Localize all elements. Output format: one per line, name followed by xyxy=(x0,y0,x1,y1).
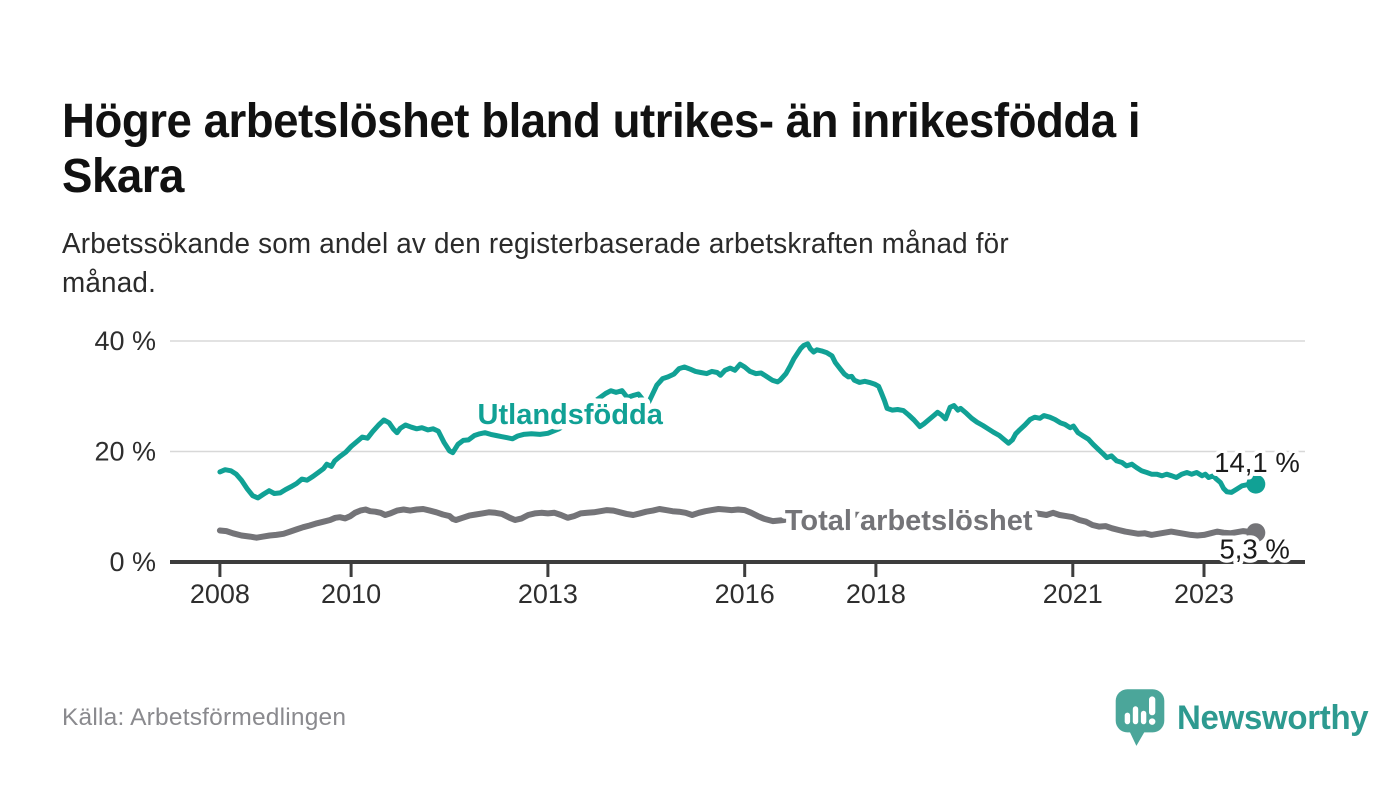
page-subtitle: Arbetssökande som andel av den registerb… xyxy=(62,228,1009,299)
x-tick-label: 2023 xyxy=(1174,579,1234,609)
source-text: Källa: Arbetsförmedlingen xyxy=(62,704,347,731)
series-end-value-1: 5,3 % xyxy=(1219,534,1289,565)
x-tick-label: 2018 xyxy=(846,579,906,609)
series-end-dot-1 xyxy=(1246,523,1266,543)
x-tick-label: 2010 xyxy=(321,579,381,609)
newsworthy-logo: Newsworthy xyxy=(1113,686,1374,750)
page-title: Högre arbetslöshet bland utrikes- än inr… xyxy=(62,95,1141,204)
x-tick-label: 2008 xyxy=(190,579,250,609)
y-tick-label: 40 % xyxy=(94,326,156,356)
newsworthy-wordmark: Newsworthy xyxy=(1177,698,1369,737)
series-end-dot-0 xyxy=(1246,474,1266,494)
series-line-0 xyxy=(217,341,1259,501)
series-label-1: Total arbetslöshet xyxy=(785,505,1033,537)
series-label-0: Utlandsfödda xyxy=(478,399,664,431)
x-tick-label: 2013 xyxy=(518,579,578,609)
x-tick-label: 2021 xyxy=(1043,579,1103,609)
y-tick-label: 0 % xyxy=(109,547,156,577)
series-end-value-0: 14,1 % xyxy=(1214,447,1300,478)
series-line-1 xyxy=(216,506,1259,541)
unemployment-line-chart: 2008 2010 2013 2016 2018 2021 2023 0 % 20 % 40 % U… xyxy=(94,326,1305,609)
newsworthy-speech-bubble-chart-icon xyxy=(1115,689,1165,746)
y-tick-label: 20 % xyxy=(94,437,156,467)
x-tick-label: 2016 xyxy=(715,579,775,609)
